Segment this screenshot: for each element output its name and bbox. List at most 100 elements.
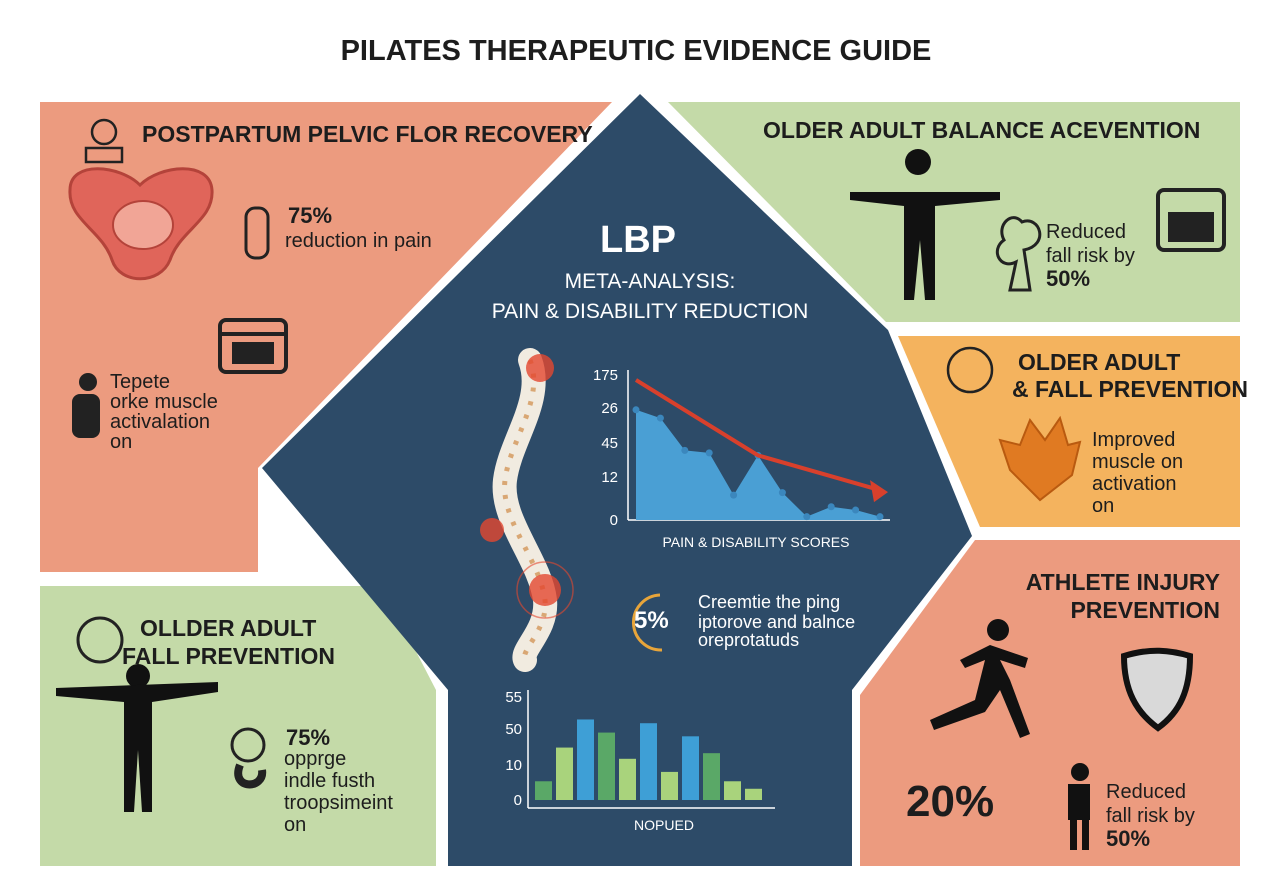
center-title: LBP <box>600 219 676 261</box>
bar <box>661 771 678 800</box>
calendar-icon <box>218 318 288 374</box>
shield-icon <box>1120 647 1194 732</box>
panel-balance <box>668 102 1240 322</box>
person-silhouette <box>56 664 218 812</box>
note-line: on <box>1092 495 1114 517</box>
panel-heading: & FALL PREVENTION <box>1012 376 1248 402</box>
icon <box>76 616 124 664</box>
y-tick-label: 50 <box>505 721 522 738</box>
line-chart: 175 26 45 12 0 PAIN & DISABILITY SCORES <box>593 367 890 550</box>
y-tick-label: 10 <box>505 757 522 774</box>
x-axis-label: NOPUED <box>634 817 694 833</box>
spine-illustration <box>480 348 574 672</box>
bar-chart: 55 50 10 0 NOPUED <box>505 689 775 833</box>
area-point <box>778 489 786 497</box>
note-line: indle fusth <box>284 770 375 792</box>
calendar-icon <box>1156 188 1226 252</box>
runner-silhouette <box>930 619 1030 738</box>
person-silhouette <box>850 149 1000 300</box>
note-line: opprge <box>284 748 346 770</box>
note-line: Improved <box>1092 429 1175 451</box>
y-tick-label: 0 <box>514 792 522 809</box>
bar <box>619 758 636 800</box>
panel-heading: OLLDER ADULT <box>140 615 316 641</box>
note-line: orke muscle <box>110 391 218 413</box>
stat: 75% <box>288 203 332 228</box>
stat-text: oreprotatuds <box>698 630 799 650</box>
area-point <box>730 491 738 499</box>
stat-text: iptorove and balnce <box>698 612 855 632</box>
x-axis-label: PAIN & DISABILITY SCORES <box>663 534 850 550</box>
icon <box>84 118 124 164</box>
trend-arrow <box>870 480 888 503</box>
bar <box>598 732 615 800</box>
y-tick-label: 55 <box>505 689 522 706</box>
panel-heading: OLDER ADULT BALANCE ACEVENTION <box>763 117 1200 143</box>
stat: 5% <box>634 607 669 634</box>
panel-heading: OLDER ADULT <box>1018 349 1180 375</box>
note-line: Tepete <box>110 371 170 393</box>
bar <box>745 788 762 800</box>
note-line: Reduced <box>1046 221 1126 243</box>
panel-athlete <box>860 540 1240 866</box>
area-point <box>827 503 835 511</box>
note-line: fall risk by <box>1046 245 1135 267</box>
y-tick-label: 45 <box>601 435 618 452</box>
panel-older <box>40 586 436 866</box>
area-point <box>876 513 884 521</box>
bar <box>577 719 594 800</box>
bar <box>724 781 741 800</box>
area <box>636 409 880 520</box>
y-tick-label: 12 <box>601 469 618 486</box>
note-line: 50% <box>1106 826 1150 851</box>
note-line: muscle on <box>1092 451 1183 473</box>
panel-heading: PREVENTION <box>1070 597 1220 623</box>
icon <box>244 206 270 260</box>
icon <box>946 346 994 394</box>
stat-text: reduction in pain <box>285 230 432 252</box>
y-tick-label: 0 <box>610 512 618 529</box>
stat-ring <box>632 593 663 652</box>
note-line: troopsimeint <box>284 792 393 814</box>
area-point <box>632 406 640 414</box>
area-point <box>705 449 713 457</box>
y-tick-label: 175 <box>593 367 618 384</box>
area-point <box>852 506 860 514</box>
bar <box>682 736 699 800</box>
note-line: activalation <box>110 411 210 433</box>
figure-icon <box>72 373 100 438</box>
area-point <box>803 513 811 521</box>
trend-line <box>634 378 881 493</box>
panel-heading: POSTPARTUM PELVIC FLOR RECOVERY <box>142 121 593 147</box>
figure-icon <box>1068 763 1090 850</box>
stat: 20% <box>906 777 994 826</box>
page-title: PILATES THERAPEUTIC EVIDENCE GUIDE <box>341 35 932 67</box>
bar <box>640 723 657 800</box>
note-line: 50% <box>1046 266 1090 291</box>
center-subtitle: META-ANALYSIS: <box>565 270 736 293</box>
bar <box>703 753 720 800</box>
bar <box>556 747 573 800</box>
area-point <box>681 446 689 454</box>
panel-heading: FALL PREVENTION <box>122 643 335 669</box>
bar <box>535 781 552 800</box>
note-line: on <box>284 814 306 836</box>
note-line: activation <box>1092 473 1177 495</box>
leaf-icon <box>998 415 1082 502</box>
panel-fall <box>898 336 1240 527</box>
note-line: Reduced <box>1106 781 1186 803</box>
tree-icon <box>995 216 1042 292</box>
stat: 75% <box>286 725 330 750</box>
panel-center <box>262 94 972 866</box>
stat-text: Creemtie the ping <box>698 592 840 612</box>
icon <box>230 727 267 789</box>
note-line: on <box>110 431 132 453</box>
panel-heading: ATHLETE INJURY <box>1026 569 1220 595</box>
area-point <box>656 414 664 422</box>
note-line: fall risk by <box>1106 805 1195 827</box>
pelvis-illustration <box>68 167 214 281</box>
center-subtitle: PAIN & DISABILITY REDUCTION <box>492 300 809 323</box>
y-tick-label: 26 <box>601 400 618 417</box>
